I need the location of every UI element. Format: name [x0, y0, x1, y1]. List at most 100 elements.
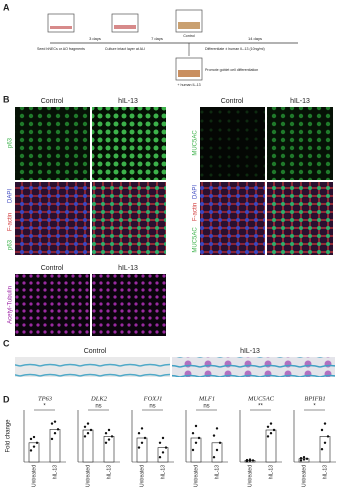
significance: **: [258, 404, 263, 410]
x-tick-label: Untreated: [193, 465, 199, 487]
data-point: [107, 438, 111, 441]
duration: 14 days: [248, 36, 262, 41]
gene-title: TP63: [38, 395, 53, 402]
data-point: [191, 448, 195, 452]
x-tick-label: Untreated: [247, 465, 253, 487]
data-point: [269, 422, 273, 425]
gene-title: MUC5AC: [247, 395, 275, 402]
data-point: [218, 441, 222, 444]
data-point: [215, 448, 219, 452]
panel-label: A: [3, 2, 10, 12]
data-point: [302, 456, 306, 459]
significance: ns: [149, 404, 155, 410]
significance: *: [43, 404, 46, 410]
x-tick-label: hIL-13: [214, 465, 220, 479]
data-point: [191, 432, 195, 435]
bar: [103, 436, 115, 463]
bar: [319, 436, 331, 463]
data-point: [32, 435, 36, 439]
data-point: [143, 436, 147, 440]
data-point: [53, 432, 57, 435]
data-point: [212, 434, 216, 437]
data-point: [158, 441, 162, 444]
data-point: [104, 441, 108, 444]
data-point: [215, 427, 219, 430]
control-label: Control: [183, 34, 195, 38]
data-point: [35, 441, 39, 444]
gene-title: FOXJ1: [143, 395, 163, 402]
duration: 7 days: [151, 36, 163, 41]
data-point: [272, 428, 276, 432]
step: Seed hNECs or AO fragments: [37, 47, 85, 51]
data-point: [83, 435, 87, 438]
data-point: [320, 428, 324, 432]
column-header: Control: [84, 348, 107, 355]
data-point: [197, 436, 201, 440]
step: Culture intact layer at ALI: [105, 47, 145, 51]
stain-label: MUC5AC: [193, 130, 199, 156]
panel-label: C: [3, 338, 10, 348]
bar: [190, 437, 202, 463]
data-point: [302, 458, 306, 461]
x-tick-label: Untreated: [139, 465, 145, 487]
column-header: hIL-13: [118, 98, 138, 105]
data-point: [269, 432, 273, 435]
data-point: [245, 458, 249, 462]
gene-title: BPIFB1: [304, 395, 325, 402]
data-point: [326, 435, 330, 438]
data-point: [140, 441, 144, 444]
stain-label: p63: [8, 137, 14, 148]
data-point: [194, 424, 198, 428]
duration: 3 days: [89, 36, 101, 41]
panel-label: B: [3, 94, 10, 104]
panel-label: D: [3, 394, 10, 404]
stain-label: DAPI: [8, 189, 14, 203]
stain-label: p63: [8, 239, 14, 250]
data-point: [110, 435, 114, 438]
data-point: [320, 448, 324, 451]
step: Differentiate ± human IL-13 (10ng/ml): [205, 47, 265, 51]
bar: [82, 429, 94, 463]
data-point: [86, 422, 90, 425]
data-point: [50, 422, 54, 425]
bar-charts: TP63 * Untreated hIL-13 DLK2 ns Untreated hIL-1…: [23, 395, 336, 487]
data-point: [107, 428, 111, 432]
x-tick-label: Untreated: [301, 465, 307, 487]
bar: [49, 429, 61, 463]
data-point: [86, 432, 90, 435]
data-point: [137, 446, 141, 449]
x-tick-label: hIL-13: [106, 465, 112, 479]
micrographs: [15, 107, 333, 336]
data-point: [194, 441, 198, 444]
data-point: [212, 456, 216, 459]
data-point: [104, 432, 108, 435]
data-point: [266, 435, 270, 438]
data-point: [299, 456, 303, 460]
stain-label: F-actin: [8, 213, 14, 231]
significance: *: [313, 404, 316, 410]
histology: [15, 357, 335, 377]
data-point: [140, 427, 144, 430]
data-point: [89, 428, 93, 432]
data-point: [323, 441, 327, 444]
x-tick-label: hIL-13: [52, 465, 58, 479]
data-point: [251, 459, 255, 462]
data-point: [161, 451, 165, 454]
y-axis-label: Fold change: [6, 419, 12, 453]
data-point: [56, 428, 60, 431]
outcome: Promote goblet cell differentiation: [205, 68, 258, 72]
data-point: [137, 432, 141, 435]
column-header: Control: [41, 265, 64, 272]
x-tick-label: Untreated: [31, 465, 37, 487]
bar: [265, 429, 277, 463]
stain-label: DAPI: [193, 185, 199, 199]
stain-label: F-actin: [193, 203, 199, 221]
data-point: [158, 456, 162, 459]
bar: [157, 447, 169, 463]
significance: ns: [203, 404, 209, 410]
treated-label: + human IL-13: [177, 83, 200, 87]
data-point: [299, 459, 303, 462]
x-tick-label: hIL-13: [268, 465, 274, 479]
column-header: Control: [41, 98, 64, 105]
